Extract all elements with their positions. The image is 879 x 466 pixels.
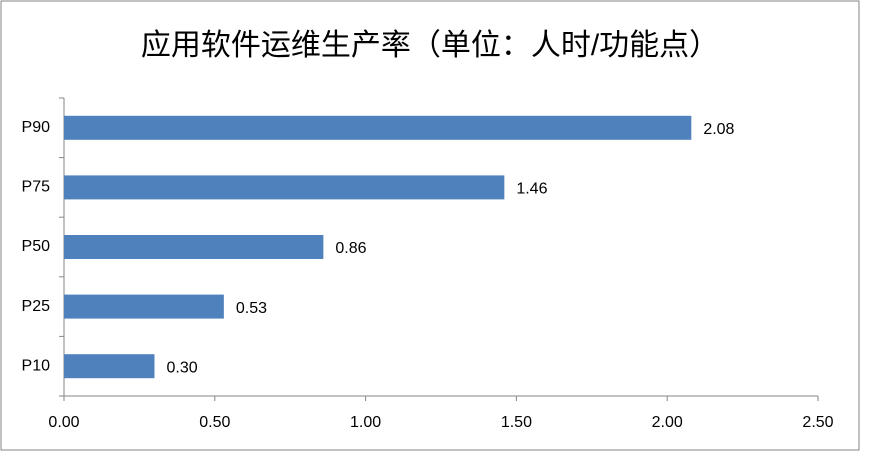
x-tick-label: 0.50	[199, 414, 230, 431]
value-label: 2.08	[703, 121, 734, 138]
x-tick-label: 2.00	[652, 414, 683, 431]
chart-border	[0, 0, 860, 451]
y-tick-label: P75	[22, 179, 51, 196]
value-label: 0.86	[335, 240, 366, 257]
bar	[64, 294, 224, 319]
y-tick-label: P50	[22, 238, 51, 255]
value-label: 1.46	[516, 181, 547, 198]
value-label: 0.30	[166, 359, 197, 376]
value-label: 0.53	[236, 300, 267, 317]
y-tick-label: P10	[22, 357, 51, 374]
bar	[64, 354, 155, 379]
x-tick-label: 0.00	[48, 414, 79, 431]
y-tick-label: P90	[22, 119, 51, 136]
chart-title: 应用软件运维生产率（单位：人时/功能点）	[141, 29, 719, 62]
bar	[64, 235, 324, 259]
x-tick-label: 2.50	[802, 414, 833, 431]
x-tick-label: 1.00	[350, 414, 381, 431]
bar	[64, 115, 692, 140]
x-tick-label: 1.50	[501, 414, 532, 431]
bar	[64, 175, 505, 200]
y-tick-label: P25	[22, 298, 51, 315]
